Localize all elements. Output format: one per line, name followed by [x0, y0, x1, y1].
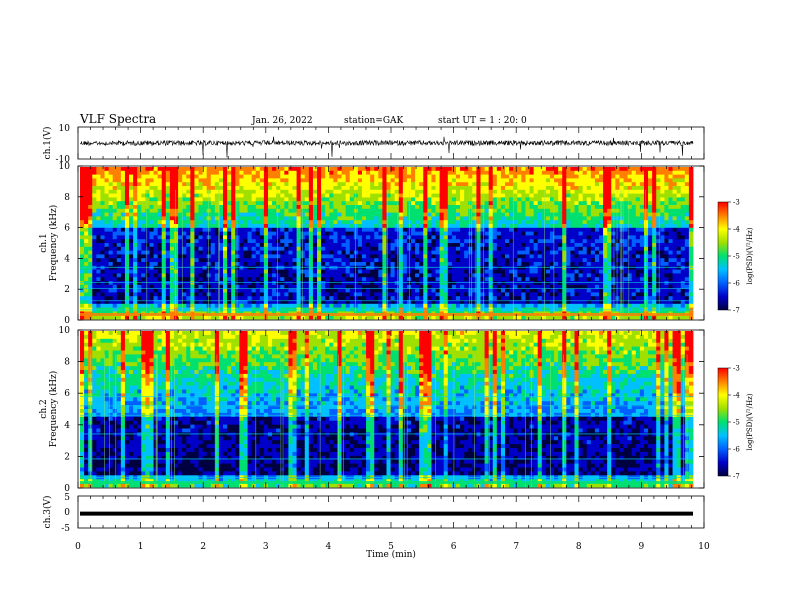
ch2-colorbar-tick--6: -6: [733, 446, 740, 454]
time-axis-ticks: [77, 127, 705, 528]
time-tick-label-3: 3: [263, 542, 269, 552]
ch1-spectrogram-ytick-6: 6: [64, 224, 70, 234]
ch1-waveform-trace: [79, 136, 694, 158]
ch2-spectrogram-yticks: 0 2 4 6 8 10: [59, 326, 704, 494]
start-time-label: start UT = 1 : 20: 0: [438, 116, 527, 126]
ch2-colorbar-tick--4: -4: [733, 392, 740, 400]
ch1-colorbar-gradient: [717, 201, 729, 311]
ch2-spectrogram-ytick-4: 4: [64, 421, 70, 431]
ch1-spectrogram-ytick-4: 4: [64, 254, 70, 264]
ch1-colorbar-tick--4: -4: [733, 226, 740, 234]
date-label: Jan. 26, 2022: [251, 116, 313, 126]
ch1-spectrogram-ytick-2: 2: [64, 285, 70, 295]
ch2-spectrogram-panel: 0 2 4 6 8 10 ch.2 Frequency (kHz) -3 -4 -5 -6 -7 l…: [39, 326, 754, 494]
ch2-spectrogram-ytick-0: 0: [64, 484, 70, 494]
ch1-spectrogram-image: [80, 167, 694, 320]
ch2-colorbar-gradient: [717, 367, 729, 477]
time-tick-label-0: 0: [75, 542, 81, 552]
ch2-colorbar-label: log(PSD)(V²/Hz): [746, 393, 754, 450]
time-tick-label-10: 10: [698, 542, 710, 552]
ch1-spectrogram-yticks: 0 2 4 6 8 10: [59, 162, 704, 326]
ch2-spectrogram-ylabel-frequency: Frequency (kHz): [48, 371, 59, 448]
ch2-colorbar-tick--3: -3: [733, 365, 740, 373]
ch1-spectrogram-panel: 0 2 4 6 8 10 ch.1 Frequency (kHz) -3 -4 -5 -6 -7 l…: [39, 162, 754, 326]
time-tick-label-1: 1: [138, 542, 144, 552]
ch1-colorbar-tick--3: -3: [733, 199, 740, 207]
ch1-spectrogram-ylabel-channel: ch.1: [39, 233, 49, 252]
ch1-colorbar-tick--7: -7: [733, 307, 740, 315]
time-tick-label-2: 2: [200, 542, 206, 552]
ch1-waveform-line: [79, 136, 694, 158]
time-tick-label-9: 9: [639, 542, 645, 552]
ch3-waveform-panel: 5 0 -5 ch.3(V): [42, 493, 705, 534]
ch3-ytick-top: 5: [64, 493, 70, 503]
ch2-colorbar-tick--7: -7: [733, 473, 740, 481]
ch1-colorbar: -3 -4 -5 -6 -7 log(PSD)(V²/Hz): [717, 199, 754, 315]
ch1-spectrogram-ylabel-frequency: Frequency (kHz): [48, 205, 59, 282]
figure-title: VLF Spectra: [79, 112, 156, 126]
station-label: station=GAK: [344, 116, 404, 126]
ch2-spectrogram-ytick-10: 10: [59, 326, 71, 336]
ch2-spectrogram-ytick-6: 6: [64, 389, 70, 399]
ch2-colorbar-tick--5: -5: [733, 419, 740, 427]
time-axis-tick-labels: 0 1 2 3 4 5 6 7 8 9 10: [75, 542, 710, 552]
ch1-colorbar-tick--5: -5: [733, 253, 740, 261]
ch2-spectrogram-ytick-2: 2: [64, 452, 70, 462]
time-tick-label-6: 6: [451, 542, 457, 552]
ch1-colorbar-label: log(PSD)(V²/Hz): [746, 227, 754, 284]
ch3-waveform-ylabel: ch.3(V): [42, 496, 53, 529]
ch2-colorbar: -3 -4 -5 -6 -7 log(PSD)(V²/Hz): [717, 365, 754, 481]
ch2-spectrogram-image: [80, 331, 694, 488]
ch1-colorbar-tick--6: -6: [733, 280, 740, 288]
time-tick-label-8: 8: [576, 542, 582, 552]
time-tick-label-5: 5: [388, 542, 394, 552]
ch1-waveform-panel: 10 -10 ch.1(V): [42, 124, 705, 165]
ch2-spectrogram-ylabel-channel: ch.2: [39, 399, 49, 418]
ch1-ytick-bottom: -10: [56, 155, 71, 165]
ch2-spectrogram-ytick-8: 8: [64, 358, 70, 368]
ch1-waveform-ylabel: ch.1(V): [42, 127, 53, 160]
time-tick-label-7: 7: [513, 542, 519, 552]
time-axis-label: Time (min): [366, 549, 416, 560]
ch3-ytick-bottom: -5: [61, 524, 70, 534]
ch1-spectrogram-ytick-0: 0: [64, 316, 70, 326]
ch1-spectrogram-ytick-10: 10: [59, 162, 71, 172]
ch3-ytick-middle: 0: [64, 508, 70, 518]
ch1-ytick-top: 10: [59, 124, 71, 134]
ch1-spectrogram-ytick-8: 8: [64, 193, 70, 203]
time-tick-label-4: 4: [326, 542, 332, 552]
